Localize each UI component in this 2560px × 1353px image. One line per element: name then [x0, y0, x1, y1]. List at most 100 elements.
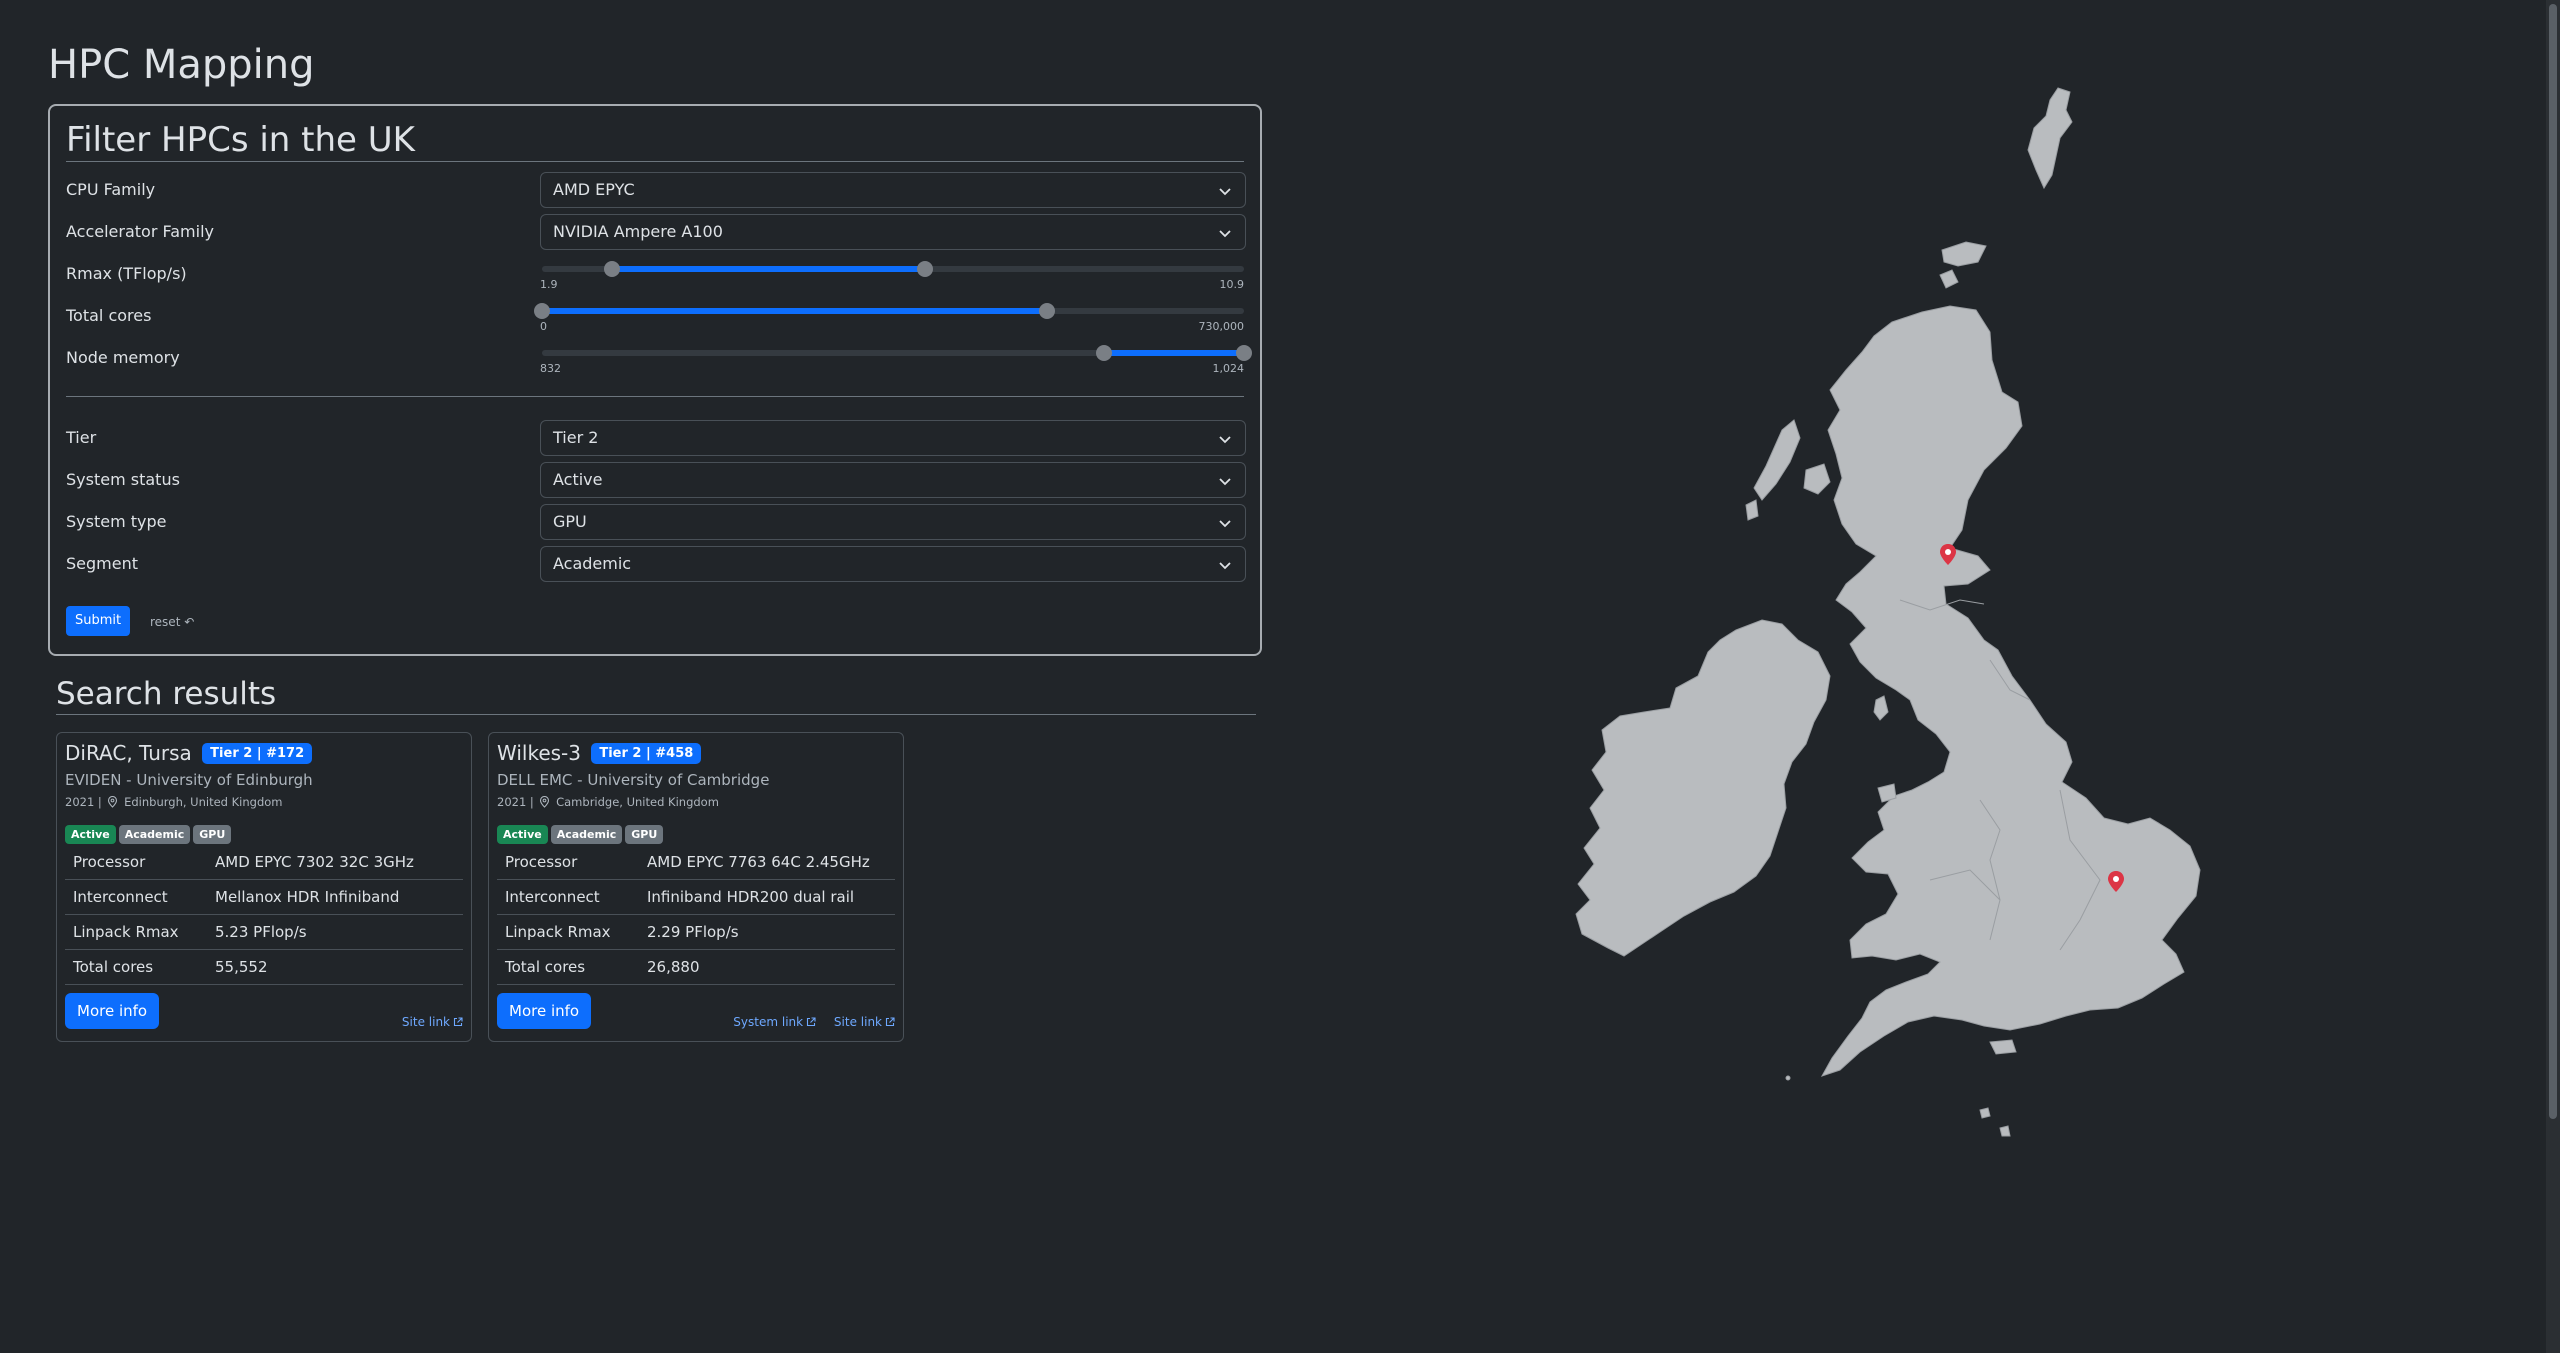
site-link-label: Site link [833, 1015, 882, 1029]
slider-handle-min[interactable] [534, 303, 550, 319]
divider [66, 161, 1244, 162]
status-badges: Active Academic GPU [497, 823, 666, 844]
slider-max-label: 1,024 [1212, 362, 1245, 375]
tier-rank-badge: Tier 2 | #172 [202, 743, 313, 764]
spec-value: Mellanox HDR Infiniband [207, 879, 463, 915]
slider-handle-min[interactable] [1095, 345, 1112, 361]
system-status-value: Active [553, 470, 603, 489]
slider-max-label: 10.9 [1219, 278, 1245, 291]
slider-fill [1103, 350, 1244, 356]
rmax-slider[interactable]: 1.9 10.9 [540, 258, 1245, 291]
spec-key: Linpack Rmax [497, 914, 639, 950]
tier-select[interactable]: Tier 2 [540, 420, 1246, 456]
spec-value: 5.23 PFlop/s [207, 914, 463, 950]
total-cores-slider[interactable]: 0 730,000 [534, 300, 1245, 333]
table-row: Total cores 55,552 [65, 949, 463, 985]
spec-value: 2.29 PFlop/s [639, 914, 895, 950]
year: 2021 | [497, 795, 534, 809]
spec-value: 55,552 [207, 949, 463, 985]
year: 2021 | [65, 795, 102, 809]
reset-link[interactable]: reset ↶ [150, 615, 195, 629]
spec-key: Total cores [65, 949, 207, 985]
type-badge: GPU [625, 825, 664, 844]
spec-value: AMD EPYC 7302 32C 3GHz [207, 845, 463, 880]
card-links: System link Site link [719, 1015, 895, 1029]
more-info-button[interactable]: More info [65, 993, 160, 1029]
segment-select[interactable]: Academic [540, 546, 1246, 582]
slider-fill [612, 266, 925, 272]
submit-button[interactable]: Submit [66, 606, 131, 636]
card-meta: 2021 | Cambridge, United Kingdom [497, 795, 719, 809]
slider-max-label: 730,000 [1198, 320, 1245, 333]
tier-rank-badge: Tier 2 | #458 [591, 743, 702, 764]
segment-label: Segment [66, 554, 138, 573]
table-row: Linpack Rmax 5.23 PFlop/s [65, 914, 463, 950]
status-badge: Active [65, 825, 116, 844]
location: Cambridge, United Kingdom [556, 795, 719, 809]
system-name: DiRAC, Tursa [65, 741, 192, 765]
slider-handle-min[interactable] [604, 261, 621, 277]
specs-table: Processor AMD EPYC 7302 32C 3GHz Intercon… [65, 845, 463, 985]
slider-min-label: 1.9 [540, 278, 558, 291]
external-link-icon [453, 1017, 463, 1027]
slider-handle-max[interactable] [1039, 303, 1056, 319]
system-link-label: System link [733, 1015, 804, 1029]
chevron-down-icon [1219, 478, 1231, 486]
tier-value: Tier 2 [553, 428, 599, 447]
cpu-family-select[interactable]: AMD EPYC [540, 172, 1246, 208]
page-title: HPC Mapping [48, 42, 315, 88]
slider-handle-max[interactable] [916, 261, 933, 277]
uk-map[interactable] [1560, 70, 2220, 1150]
system-status-select[interactable]: Active [540, 462, 1246, 498]
spec-key: Total cores [497, 949, 639, 985]
scrollbar-thumb[interactable] [2549, 4, 2557, 1119]
system-type-select[interactable]: GPU [540, 504, 1246, 540]
table-row: Processor AMD EPYC 7302 32C 3GHz [65, 845, 463, 880]
node-memory-slider[interactable]: 832 1,024 [540, 342, 1252, 375]
spec-value: 26,880 [639, 949, 895, 985]
slider-track [542, 350, 1244, 356]
results-title: Search results [56, 676, 277, 712]
more-info-button[interactable]: More info [497, 993, 592, 1029]
slider-min-label: 832 [540, 362, 561, 375]
result-card-dirac-tursa: DiRAC, Tursa Tier 2 | #172 EVIDEN - Univ… [56, 732, 472, 1042]
external-link-icon [885, 1017, 895, 1027]
slider-min-label: 0 [540, 320, 547, 333]
accelerator-family-select[interactable]: NVIDIA Ampere A100 [540, 214, 1246, 250]
filter-panel: Filter HPCs in the UK CPU Family AMD EPY… [48, 104, 1262, 656]
map-marker-cambridge[interactable] [2108, 871, 2124, 892]
chevron-down-icon [1219, 188, 1231, 196]
chevron-down-icon [1219, 230, 1231, 238]
card-meta: 2021 | Edinburgh, United Kingdom [65, 795, 282, 809]
spec-key: Linpack Rmax [65, 914, 207, 950]
tier-label: Tier [66, 428, 97, 447]
divider [66, 396, 1244, 397]
spec-key: Interconnect [497, 879, 639, 915]
cpu-family-label: CPU Family [66, 180, 156, 199]
map-marker-edinburgh[interactable] [1940, 544, 1956, 565]
accelerator-family-label: Accelerator Family [66, 222, 214, 241]
table-row: Processor AMD EPYC 7763 64C 2.45GHz [497, 845, 895, 880]
system-link[interactable]: System link [733, 1015, 816, 1029]
location: Edinburgh, United Kingdom [124, 795, 283, 809]
region-borders [1899, 599, 2101, 951]
status-badges: Active Academic GPU [65, 823, 234, 844]
divider [56, 714, 1256, 715]
system-name: Wilkes-3 [497, 741, 581, 765]
chevron-down-icon [1219, 520, 1231, 528]
node-memory-label: Node memory [66, 348, 180, 367]
card-links: Site link [388, 1015, 463, 1029]
vendor-institution: EVIDEN - University of Edinburgh [65, 771, 313, 789]
type-badge: GPU [193, 825, 232, 844]
card-title: Wilkes-3 Tier 2 | #458 [497, 741, 702, 765]
slider-handle-max[interactable] [1236, 345, 1252, 361]
site-link[interactable]: Site link [402, 1015, 463, 1029]
site-link[interactable]: Site link [834, 1015, 895, 1029]
spec-key: Interconnect [65, 879, 207, 915]
chevron-down-icon [1219, 436, 1231, 444]
card-title: DiRAC, Tursa Tier 2 | #172 [65, 741, 313, 765]
site-link-label: Site link [401, 1015, 450, 1029]
scrollbar[interactable] [2546, 0, 2560, 1353]
system-type-value: GPU [553, 512, 587, 531]
